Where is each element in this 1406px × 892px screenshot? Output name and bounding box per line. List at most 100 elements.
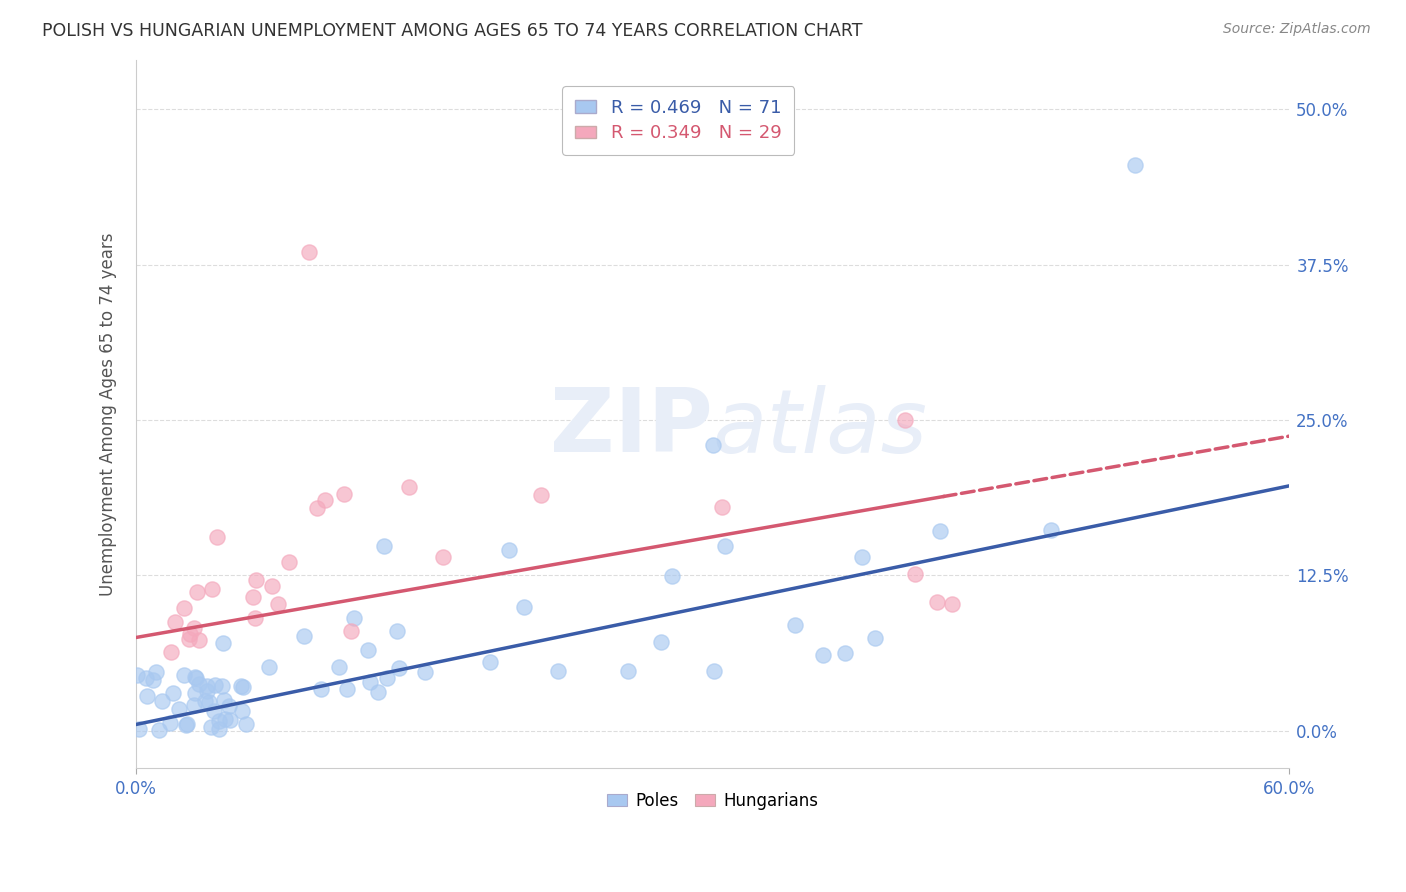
Point xyxy=(851,549,873,564)
Point xyxy=(343,611,366,625)
Point xyxy=(141,673,163,687)
Point xyxy=(202,704,225,718)
Point xyxy=(661,568,683,582)
Point xyxy=(929,524,952,539)
Point xyxy=(904,566,927,581)
Point xyxy=(205,530,228,544)
Point xyxy=(187,633,209,648)
Point xyxy=(195,679,218,693)
Point xyxy=(204,678,226,692)
Point xyxy=(863,632,886,646)
Point xyxy=(211,679,233,693)
Point xyxy=(148,723,170,737)
Point xyxy=(927,594,949,608)
Point xyxy=(388,661,411,675)
Y-axis label: Unemployment Among Ages 65 to 74 years: Unemployment Among Ages 65 to 74 years xyxy=(100,232,117,596)
Point xyxy=(783,617,806,632)
Point xyxy=(266,597,288,611)
Point xyxy=(174,718,197,732)
Point xyxy=(208,723,231,737)
Point xyxy=(173,600,195,615)
Point xyxy=(333,486,356,500)
Point xyxy=(387,624,409,638)
Point xyxy=(1125,158,1147,172)
Point xyxy=(235,717,257,731)
Point xyxy=(702,438,724,452)
Point xyxy=(278,555,301,569)
Point xyxy=(260,579,283,593)
Point xyxy=(513,599,536,614)
Legend: Poles, Hungarians: Poles, Hungarians xyxy=(600,785,825,816)
Point xyxy=(176,716,198,731)
Point xyxy=(201,582,224,596)
Point xyxy=(245,574,267,588)
Point xyxy=(160,645,183,659)
Point xyxy=(257,660,280,674)
Point xyxy=(292,629,315,643)
Point xyxy=(198,695,221,709)
Text: ZIP: ZIP xyxy=(550,384,713,472)
Point xyxy=(243,610,266,624)
Point xyxy=(478,655,501,669)
Point xyxy=(311,682,333,697)
Point xyxy=(367,684,389,698)
Point xyxy=(128,723,150,737)
Point xyxy=(135,690,157,704)
Point xyxy=(242,591,264,605)
Point xyxy=(195,684,218,698)
Point xyxy=(150,693,173,707)
Point xyxy=(616,664,638,678)
Point xyxy=(173,668,195,682)
Point xyxy=(212,635,235,649)
Point xyxy=(894,413,917,427)
Point xyxy=(375,671,398,685)
Point xyxy=(530,487,553,501)
Point xyxy=(298,245,321,260)
Point xyxy=(714,539,737,553)
Point xyxy=(162,686,184,700)
Point xyxy=(357,643,380,657)
Point xyxy=(359,674,381,689)
Point xyxy=(187,676,209,690)
Point xyxy=(194,694,217,708)
Point xyxy=(710,500,733,515)
Point xyxy=(212,693,235,707)
Point xyxy=(179,632,201,646)
Point xyxy=(183,698,205,712)
Point xyxy=(231,704,253,718)
Point xyxy=(125,668,148,682)
Point xyxy=(547,664,569,678)
Point xyxy=(650,635,672,649)
Point xyxy=(339,624,361,638)
Point xyxy=(314,493,336,508)
Point xyxy=(218,698,240,713)
Point xyxy=(186,671,208,685)
Point xyxy=(307,501,329,516)
Point xyxy=(184,686,207,700)
Point xyxy=(186,585,208,599)
Point xyxy=(218,714,240,728)
Point xyxy=(232,681,254,695)
Point xyxy=(941,597,963,611)
Point xyxy=(214,713,236,727)
Point xyxy=(229,679,252,693)
Point xyxy=(159,716,181,731)
Point xyxy=(432,549,454,564)
Point xyxy=(834,646,856,660)
Point xyxy=(813,648,835,662)
Point xyxy=(703,665,725,679)
Text: atlas: atlas xyxy=(713,385,928,471)
Point xyxy=(135,671,157,685)
Point xyxy=(398,480,420,494)
Point xyxy=(167,702,190,716)
Point xyxy=(165,615,187,629)
Point xyxy=(373,539,395,553)
Text: POLISH VS HUNGARIAN UNEMPLOYMENT AMONG AGES 65 TO 74 YEARS CORRELATION CHART: POLISH VS HUNGARIAN UNEMPLOYMENT AMONG A… xyxy=(42,22,863,40)
Point xyxy=(179,627,201,641)
Point xyxy=(498,543,520,558)
Text: Source: ZipAtlas.com: Source: ZipAtlas.com xyxy=(1223,22,1371,37)
Point xyxy=(328,659,350,673)
Point xyxy=(183,621,205,635)
Point xyxy=(415,665,437,679)
Point xyxy=(207,714,229,728)
